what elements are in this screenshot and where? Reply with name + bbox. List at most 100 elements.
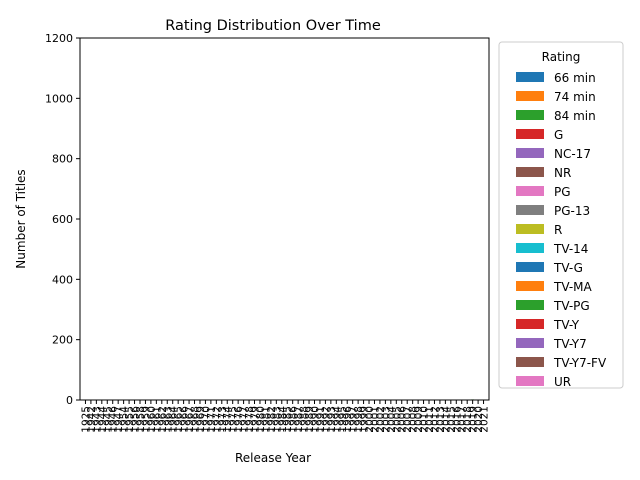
legend-swatch <box>516 376 544 386</box>
y-tick-label: 400 <box>52 273 73 286</box>
legend-label: G <box>554 128 563 142</box>
legend-label: TV-Y <box>553 318 580 332</box>
x-tick-label: 2008 <box>408 406 420 433</box>
x-tick-label: 1988 <box>299 406 311 433</box>
legend-swatch <box>516 72 544 82</box>
x-tick-label: 2010 <box>419 406 431 433</box>
legend-swatch <box>516 319 544 329</box>
x-tick-label: 1942 <box>86 406 98 433</box>
legend-swatch <box>516 262 544 272</box>
x-tick-label: 1976 <box>233 406 245 433</box>
x-tick-label: 2019 <box>468 406 480 433</box>
legend-label: UR <box>554 375 571 389</box>
x-tick-label: 2018 <box>462 406 474 433</box>
x-tick-label: 1956 <box>130 406 142 433</box>
x-tick-label: 1989 <box>304 406 316 433</box>
x-tick-label: 1961 <box>151 406 163 433</box>
x-tick-label: 1992 <box>320 406 332 433</box>
plot-frame <box>79 37 490 401</box>
x-tick-label: 1997 <box>348 406 360 433</box>
x-tick-label: 1977 <box>239 406 251 433</box>
legend-swatch <box>516 205 544 215</box>
legend-label: TV-14 <box>553 242 588 256</box>
x-tick-label: 2007 <box>402 406 414 433</box>
x-tick-label: 1959 <box>140 406 152 433</box>
x-tick-label: 2005 <box>391 406 403 433</box>
x-tick-label: 1962 <box>157 406 169 433</box>
legend-swatch <box>516 91 544 101</box>
legend-swatch <box>516 224 544 234</box>
y-axis-label: Number of Titles <box>14 169 28 268</box>
x-tick-label: 1958 <box>135 406 147 433</box>
x-tick-label: 2011 <box>424 406 436 433</box>
legend-label: NC-17 <box>554 147 591 161</box>
x-tick-label: 1945 <box>102 406 114 433</box>
x-tick-label: 1998 <box>353 406 365 433</box>
x-tick-label: 1984 <box>277 406 289 433</box>
x-tick-label: 1990 <box>309 406 321 433</box>
legend-label: TV-Y7 <box>553 337 587 351</box>
legend-label: PG <box>554 185 571 199</box>
x-tick-label: 1981 <box>260 406 272 433</box>
x-tick-label: 1993 <box>326 406 338 433</box>
y-tick-label: 0 <box>66 394 73 407</box>
x-tick-label: 1972 <box>211 406 223 433</box>
x-tick-label: 1964 <box>168 406 180 433</box>
x-tick-label: 2012 <box>429 406 441 433</box>
x-tick-label: 2015 <box>446 406 458 433</box>
x-tick-label: 1983 <box>271 406 283 433</box>
legend-swatch <box>516 300 544 310</box>
legend-label: TV-MA <box>553 280 593 294</box>
x-tick-label: 1996 <box>342 406 354 433</box>
x-tick-label: 2001 <box>369 406 381 433</box>
legend-swatch <box>516 186 544 196</box>
x-tick-label: 1970 <box>200 406 212 433</box>
x-tick-label: 2017 <box>457 406 469 433</box>
x-tick-label: 1980 <box>255 406 267 433</box>
x-tick-label: 1975 <box>228 406 240 433</box>
legend-swatch <box>516 148 544 158</box>
x-tick-label: 1967 <box>184 406 196 433</box>
legend-label: 66 min <box>554 71 596 85</box>
x-tick-label: 1994 <box>331 406 343 433</box>
x-tick-label: 1960 <box>146 406 158 433</box>
legend-title: Rating <box>542 50 581 64</box>
chart-title: Rating Distribution Over Time <box>165 18 381 34</box>
x-tick-label: 2004 <box>386 406 398 433</box>
x-tick-label: 1944 <box>97 406 109 433</box>
legend-swatch <box>516 129 544 139</box>
legend-label: PG-13 <box>554 204 590 218</box>
y-tick-label: 800 <box>52 153 73 166</box>
x-tick-label: 2020 <box>473 406 485 433</box>
x-tick-label: 1987 <box>293 406 305 433</box>
x-tick-label: 2006 <box>397 406 409 433</box>
x-tick-label: 1973 <box>217 406 229 433</box>
x-tick-label: 1982 <box>266 406 278 433</box>
x-tick-label: 1965 <box>173 406 185 433</box>
legend-swatch <box>516 281 544 291</box>
legend-label: NR <box>554 166 571 180</box>
y-tick-label: 600 <box>52 213 73 226</box>
x-tick-label: 1925 <box>80 406 92 433</box>
legend-swatch <box>516 243 544 253</box>
x-tick-label: 1999 <box>359 406 371 433</box>
x-tick-label: 1974 <box>222 406 234 433</box>
x-tick-label: 1963 <box>162 406 174 433</box>
x-tick-label: 2014 <box>440 406 452 433</box>
x-tick-label: 1978 <box>244 406 256 433</box>
y-tick-label: 1200 <box>45 32 73 45</box>
legend-label: TV-PG <box>553 299 590 313</box>
x-tick-label: 1991 <box>315 406 327 433</box>
x-tick-label: 2021 <box>479 406 491 433</box>
x-tick-label: 1943 <box>91 406 103 433</box>
legend-label: 74 min <box>554 90 596 104</box>
x-tick-label: 1985 <box>282 406 294 433</box>
legend-swatch <box>516 338 544 348</box>
x-tick-label: 2016 <box>451 406 463 433</box>
x-tick-label: 2009 <box>413 406 425 433</box>
x-tick-label: 1969 <box>195 406 207 433</box>
x-tick-label: 1979 <box>250 406 262 433</box>
x-tick-label: 1955 <box>124 406 136 433</box>
x-tick-label: 1947 <box>113 406 125 433</box>
